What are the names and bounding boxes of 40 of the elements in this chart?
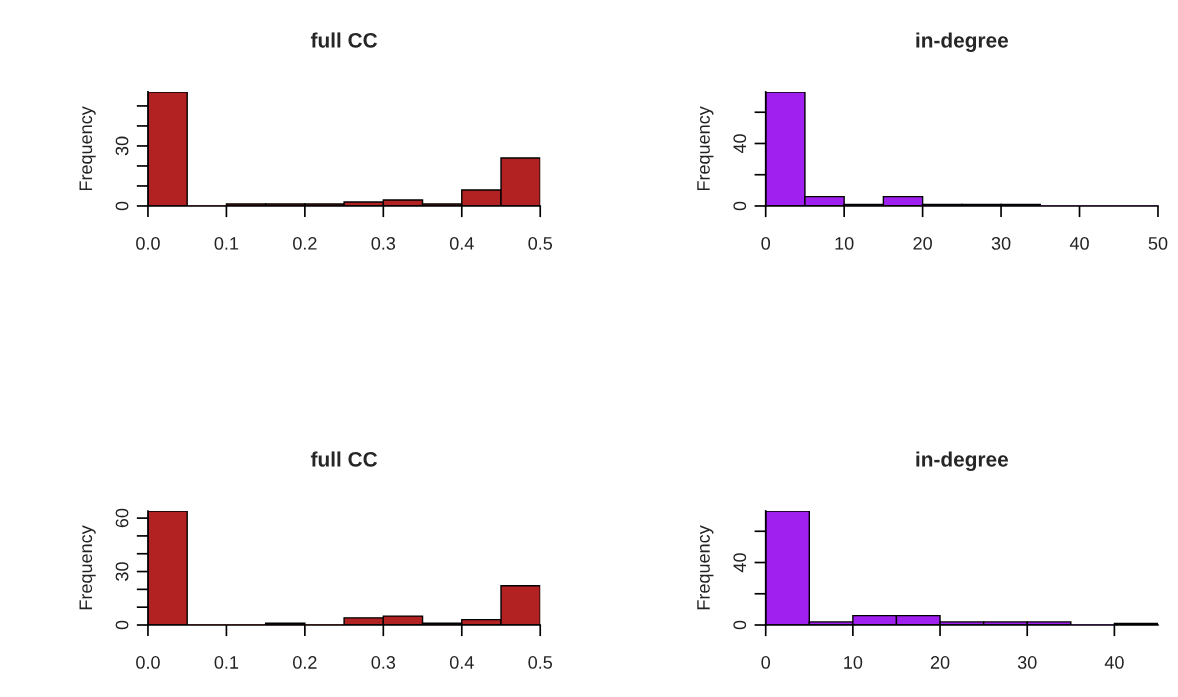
x-tick-label: 0.0 — [136, 237, 160, 250]
y-tick-label: 30 — [115, 136, 129, 156]
y-tick-label: 60 — [115, 508, 129, 528]
y-tick-label: 30 — [115, 562, 129, 581]
chart-title: full CC — [310, 32, 378, 48]
x-tick-label: 0.2 — [293, 237, 317, 250]
y-tick-label: 0 — [733, 201, 747, 211]
x-tick-label: 0.5 — [528, 237, 553, 250]
x-tick-label: 0.1 — [214, 656, 239, 669]
x-tick-label: 30 — [1017, 656, 1037, 669]
x-tick-label: 0.4 — [449, 237, 474, 250]
x-tick-label: 0.3 — [371, 656, 396, 669]
y-axis-title: Frequency — [79, 525, 96, 610]
x-tick-label: 50 — [1148, 237, 1168, 250]
x-tick-label: 10 — [844, 656, 863, 669]
y-tick-label: 40 — [733, 134, 747, 154]
y-axis-title: Frequency — [697, 525, 714, 610]
x-tick-label: 0.4 — [449, 656, 474, 669]
y-tick-label: 40 — [733, 553, 747, 573]
chart-title: full CC — [310, 451, 378, 467]
x-tick-label: 0 — [761, 656, 771, 669]
y-tick-label: 0 — [115, 201, 129, 211]
x-tick-label: 0.5 — [528, 656, 553, 669]
x-tick-label: 40 — [1069, 237, 1089, 250]
y-tick-label: 0 — [733, 620, 747, 630]
x-tick-label: 30 — [991, 237, 1011, 250]
x-tick-label: 0.2 — [293, 656, 317, 669]
x-tick-label: 20 — [930, 656, 950, 669]
x-tick-label: 10 — [835, 237, 854, 250]
x-tick-label: 0 — [761, 237, 771, 250]
y-tick-label: 0 — [115, 620, 129, 630]
chart-title: in-degree — [916, 451, 1009, 471]
y-axis-title: Frequency — [697, 106, 714, 191]
x-tick-label: 0.0 — [136, 656, 160, 669]
x-tick-label: 20 — [913, 237, 932, 250]
chart-title: in-degree — [916, 32, 1009, 52]
x-tick-label: 0.1 — [214, 237, 239, 250]
x-tick-label: 0.3 — [371, 237, 396, 250]
y-axis-title: Frequency — [79, 106, 96, 191]
x-tick-label: 40 — [1104, 656, 1124, 669]
